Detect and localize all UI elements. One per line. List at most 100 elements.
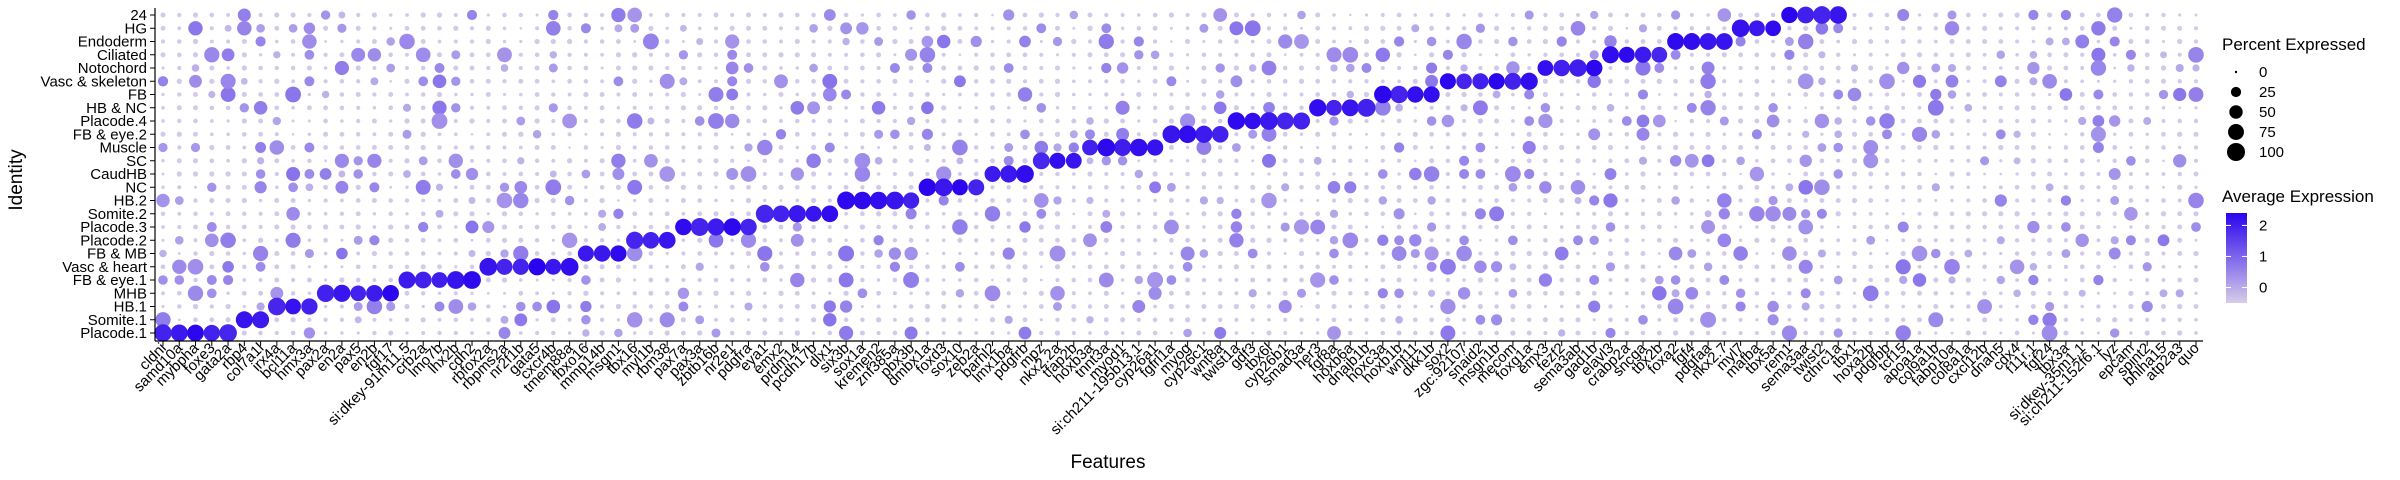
dot [2127,64,2135,72]
dot [518,12,523,18]
dot [600,132,605,137]
dot [1739,172,1742,176]
dot [1085,129,1095,140]
dot [779,66,783,70]
dot [548,103,558,113]
dot [258,131,263,137]
dot [892,291,897,296]
dot [2177,251,2183,256]
dot [451,103,461,113]
dot [290,251,296,256]
dot [2095,211,2101,217]
dot [2128,39,2134,44]
dot [1283,26,1288,31]
dot [2113,291,2117,295]
dot [503,291,506,295]
dot [1603,193,1618,208]
dot [193,198,198,203]
dot [177,65,182,71]
dot [339,224,345,230]
dot [697,65,702,71]
dot [1754,78,1760,84]
dot [321,90,330,99]
dot [2143,117,2152,125]
dot [1116,127,1130,141]
dot [1364,317,1369,322]
dot [257,237,264,243]
dot [1504,72,1522,90]
dot [1023,119,1027,123]
dot [990,251,995,256]
dot [1053,302,1062,311]
dot [2075,34,2090,49]
dot [2014,211,2020,217]
dot [2078,116,2087,126]
dot [1526,224,1532,230]
dot [1133,36,1144,47]
dot [795,198,800,203]
dot [726,168,739,180]
dot [1900,250,1906,257]
dot [990,92,995,97]
dot [485,277,491,283]
dot [193,118,198,124]
dot [583,105,589,110]
dot [2125,49,2136,60]
dot [561,232,578,249]
dot [1300,146,1303,149]
dot [1364,52,1369,58]
dot [762,132,767,137]
dot [1229,21,1244,36]
dot [1689,304,1695,309]
dot [1819,290,1825,296]
dot [1283,317,1288,322]
dot [1559,92,1564,97]
dot [564,195,575,206]
dot [2096,304,2101,309]
dot [2112,145,2118,150]
dot [626,113,643,129]
dot [1201,277,1207,283]
dot [857,288,868,299]
dot [1526,330,1532,336]
dot [892,158,898,164]
dot [1445,277,1451,283]
dot [1537,60,1554,76]
dot [1196,140,1212,155]
dot [420,39,426,44]
dot [762,224,768,230]
dot [1656,25,1662,31]
dot [1751,129,1762,140]
dot [2128,92,2134,97]
dot [991,13,994,17]
dot [632,78,638,84]
dot [1036,23,1047,34]
dot [432,100,447,115]
dot [1944,259,1960,275]
dot [532,130,542,139]
dot [2063,317,2069,323]
dot [567,105,572,111]
dot [827,132,832,137]
dot [1331,304,1337,309]
dot [1169,251,1174,256]
dot [1266,291,1272,296]
dot [1183,328,1192,338]
dot [258,65,263,71]
dot [1689,264,1695,270]
dot [501,211,508,217]
dot [1803,277,1809,283]
dot [600,79,604,84]
size-legend-dot [2230,86,2242,98]
dot [713,251,719,256]
size-legend-dot [2228,124,2244,140]
dot [1836,158,1841,163]
dot [795,185,800,190]
dot [307,317,312,322]
y-tick-label: FB & eye.2 [73,126,147,143]
dot [404,264,410,270]
dot [1508,182,1518,192]
dot [470,317,474,322]
dot [827,277,833,283]
dot [550,38,556,45]
